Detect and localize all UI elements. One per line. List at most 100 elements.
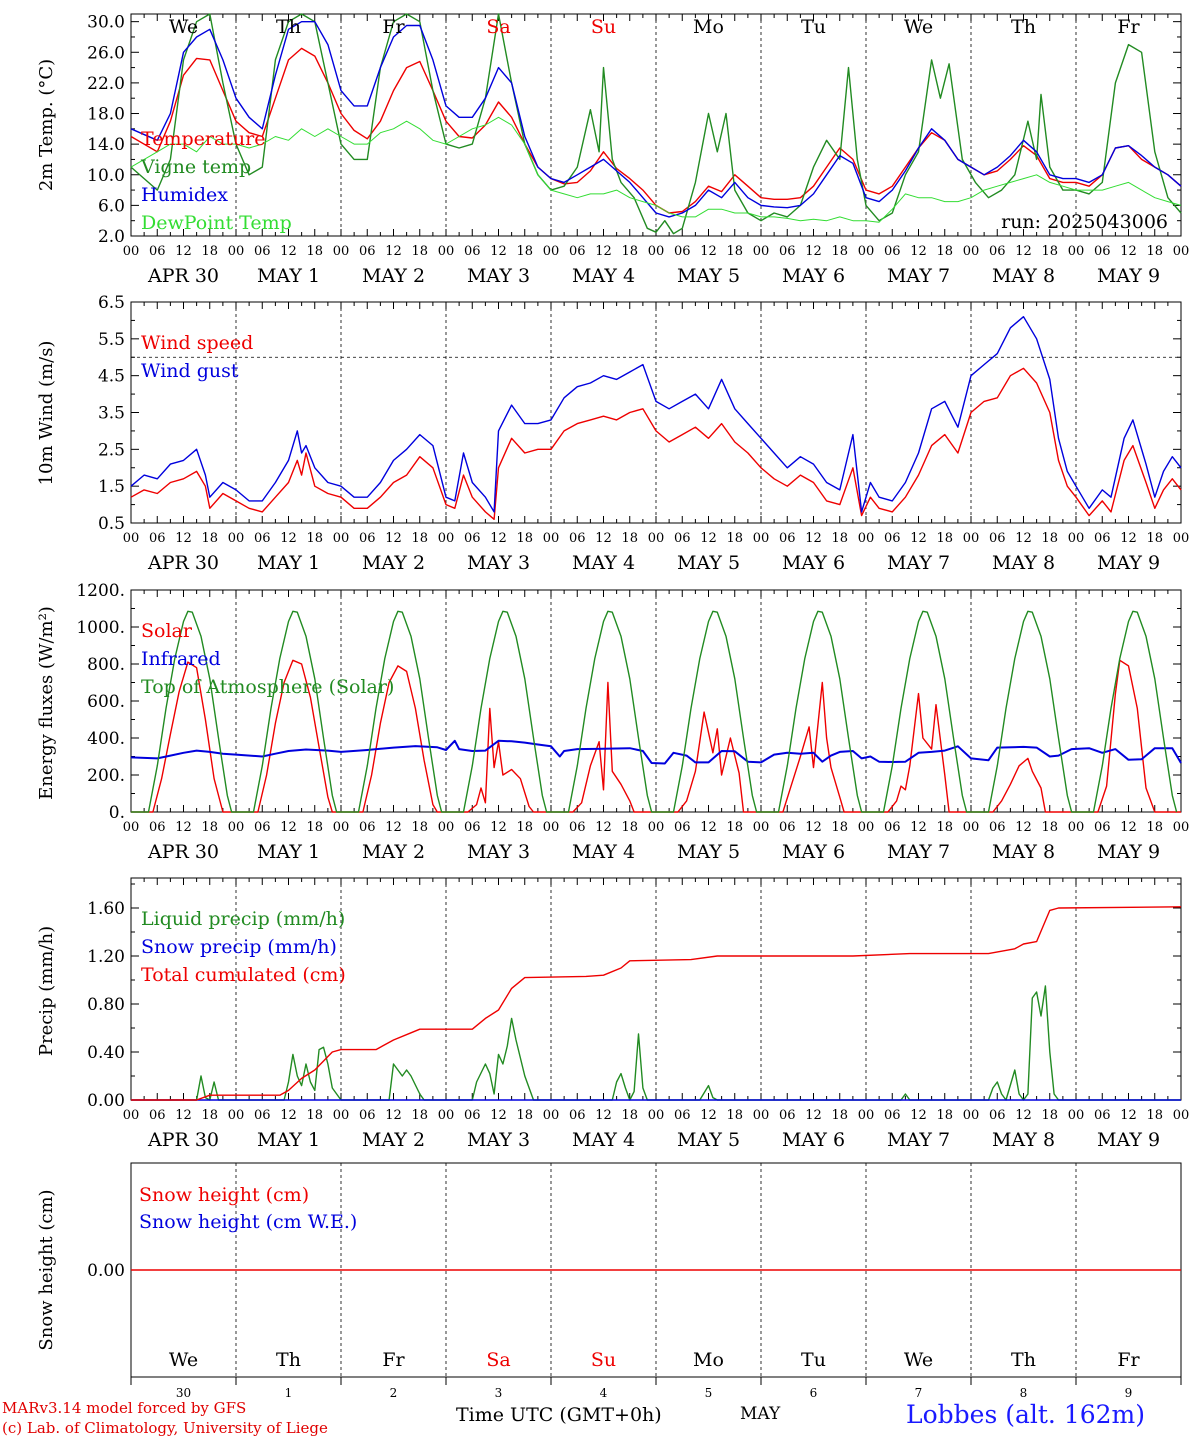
hour-tick-label: 06: [989, 244, 1006, 259]
hour-tick-label: 12: [385, 820, 402, 835]
legend-entry: Top of Atmosphere (Solar): [141, 676, 394, 698]
hour-tick-label: 18: [936, 820, 953, 835]
hour-tick-label: 18: [1146, 531, 1163, 546]
hour-tick-label: 12: [490, 531, 507, 546]
run-label: run: 2025043006: [1001, 211, 1168, 233]
hour-tick-label: 12: [700, 1108, 717, 1123]
date-label: MAY 6: [782, 841, 845, 863]
hour-tick-label: 06: [779, 1108, 796, 1123]
hour-tick-label: 18: [726, 531, 743, 546]
hour-tick-label: 06: [569, 244, 586, 259]
hour-tick-label: 06: [149, 1108, 166, 1123]
hour-tick-label: 00: [438, 244, 455, 259]
hour-tick-label: 00: [648, 244, 665, 259]
hour-tick-label: 12: [700, 820, 717, 835]
day-name-top: Mo: [693, 16, 724, 38]
hour-tick-label: 06: [779, 820, 796, 835]
panel-1: [130, 13, 1182, 237]
legend-entry: Wind gust: [141, 360, 239, 382]
hour-tick-label: 00: [1173, 1108, 1190, 1123]
hour-tick-label: 00: [438, 1108, 455, 1123]
y-tick-label: 0.5: [98, 514, 125, 534]
hour-tick-label: 12: [910, 531, 927, 546]
hour-tick-label: 12: [1015, 820, 1032, 835]
hour-tick-label: 00: [228, 1108, 245, 1123]
hour-tick-label: 18: [516, 820, 533, 835]
hour-tick-label: 00: [753, 531, 770, 546]
date-label: MAY 9: [1097, 1129, 1160, 1151]
hour-tick-label: 06: [884, 244, 901, 259]
y-tick-label: 1200.: [76, 581, 125, 601]
hour-tick-label: 06: [1094, 531, 1111, 546]
date-label: MAY 7: [887, 552, 950, 574]
day-number: 4: [600, 1386, 608, 1400]
hour-tick-label: 12: [1120, 820, 1137, 835]
hour-tick-label: 18: [201, 820, 218, 835]
hour-tick-label: 18: [726, 820, 743, 835]
day-name-bottom: Mo: [693, 1349, 724, 1371]
y-axis-label: Snow height (cm): [36, 1189, 57, 1350]
hour-tick-label: 18: [1041, 1108, 1058, 1123]
y-tick-label: 5.5: [98, 330, 125, 350]
hour-tick-label: 00: [648, 1108, 665, 1123]
hour-tick-label: 06: [779, 244, 796, 259]
date-label: MAY 7: [887, 841, 950, 863]
hour-tick-label: 12: [595, 820, 612, 835]
hour-tick-label: 12: [490, 244, 507, 259]
date-label: MAY 8: [992, 552, 1055, 574]
hour-tick-label: 06: [1094, 244, 1111, 259]
date-label: MAY 7: [887, 1129, 950, 1151]
y-tick-label: 0.: [109, 803, 125, 823]
hour-tick-label: 06: [464, 1108, 481, 1123]
month-label: MAY: [740, 1404, 781, 1424]
legend-entry: Snow height (cm): [139, 1184, 309, 1206]
hour-tick-label: 00: [753, 820, 770, 835]
date-label: MAY 2: [362, 1129, 425, 1151]
hour-tick-label: 00: [1068, 1108, 1085, 1123]
date-label: APR 30: [147, 552, 219, 574]
hour-tick-label: 00: [648, 820, 665, 835]
date-label: MAY 9: [1097, 552, 1160, 574]
hour-tick-label: 00: [123, 820, 140, 835]
y-axis-label: 10m Wind (m/s): [36, 341, 57, 486]
hour-tick-label: 00: [333, 1108, 350, 1123]
y-tick-label: 1.60: [87, 899, 125, 919]
hour-tick-label: 00: [648, 531, 665, 546]
hour-tick-label: 18: [1146, 244, 1163, 259]
date-label: MAY 4: [572, 265, 635, 287]
hour-tick-label: 06: [1094, 820, 1111, 835]
hour-tick-label: 00: [963, 1108, 980, 1123]
hour-tick-label: 00: [543, 244, 560, 259]
legend-entry: Wind speed: [141, 332, 253, 354]
y-tick-label: 30.0: [87, 13, 125, 33]
hour-tick-label: 18: [201, 244, 218, 259]
hour-tick-label: 06: [674, 244, 691, 259]
hour-tick-label: 12: [490, 1108, 507, 1123]
date-label: MAY 5: [677, 265, 740, 287]
date-label: MAY 9: [1097, 265, 1160, 287]
hour-tick-label: 12: [385, 531, 402, 546]
hour-tick-label: 06: [989, 1108, 1006, 1123]
hour-tick-label: 18: [516, 1108, 533, 1123]
date-label: MAY 3: [467, 841, 530, 863]
y-tick-label: 0.00: [87, 1091, 125, 1111]
date-label: MAY 2: [362, 841, 425, 863]
hour-tick-label: 06: [884, 820, 901, 835]
date-label: MAY 8: [992, 265, 1055, 287]
hour-tick-label: 18: [831, 244, 848, 259]
hour-tick-label: 18: [411, 820, 428, 835]
hour-tick-label: 18: [306, 531, 323, 546]
hour-tick-label: 06: [149, 531, 166, 546]
day-name-top: Th: [1011, 16, 1036, 38]
hour-tick-label: 18: [201, 1108, 218, 1123]
hour-tick-label: 12: [805, 531, 822, 546]
hour-tick-label: 12: [1120, 244, 1137, 259]
hour-tick-label: 06: [464, 531, 481, 546]
day-name-top: Tu: [801, 16, 826, 38]
y-tick-label: 6.0: [98, 196, 125, 216]
hour-tick-label: 00: [123, 1108, 140, 1123]
hour-tick-label: 00: [753, 244, 770, 259]
hour-tick-label: 06: [149, 820, 166, 835]
legend-entry: Vigne temp: [140, 156, 251, 178]
hour-tick-label: 00: [963, 244, 980, 259]
